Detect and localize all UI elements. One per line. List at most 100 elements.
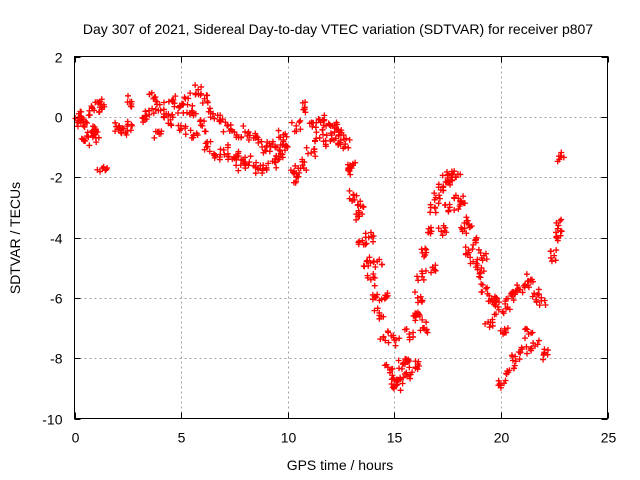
data-point-marker: [245, 137, 252, 144]
data-point-marker: [199, 100, 206, 107]
data-point-marker: [560, 154, 567, 161]
data-point-marker: [197, 122, 204, 129]
data-point-marker: [415, 299, 422, 306]
data-point-marker: [322, 137, 329, 144]
data-point-marker: [349, 196, 356, 203]
data-point-marker: [493, 311, 500, 318]
data-point-marker: [295, 173, 302, 180]
data-point-marker: [468, 223, 475, 230]
data-point-marker: [156, 130, 163, 137]
data-point-marker: [432, 267, 439, 274]
data-point-marker: [511, 362, 518, 369]
data-point-marker: [143, 116, 150, 123]
data-point-marker: [217, 117, 224, 124]
data-point-marker: [524, 350, 531, 357]
data-point-marker: [352, 159, 359, 166]
data-point-marker: [309, 123, 316, 130]
data-point-marker: [235, 150, 242, 157]
data-point-marker: [410, 329, 417, 336]
data-point-marker: [221, 151, 228, 158]
data-point-marker: [315, 116, 322, 123]
data-point-marker: [396, 335, 403, 342]
data-point-marker: [513, 287, 520, 294]
data-point-marker: [517, 349, 524, 356]
data-point-marker: [407, 371, 414, 378]
data-point-marker: [489, 316, 496, 323]
data-point-marker: [460, 193, 467, 200]
data-point-marker: [353, 211, 360, 218]
data-point-marker: [320, 117, 327, 124]
data-point-marker: [478, 264, 485, 271]
data-point-marker: [246, 159, 253, 166]
data-point-marker: [78, 108, 85, 115]
data-point-marker: [293, 122, 300, 129]
data-point-marker: [419, 270, 426, 277]
data-point-marker: [541, 346, 548, 353]
data-point-marker: [399, 361, 406, 368]
data-point-marker: [168, 97, 175, 104]
data-point-marker: [553, 219, 560, 226]
data-point-marker: [423, 326, 430, 333]
data-point-marker: [462, 244, 469, 251]
data-point-marker: [128, 103, 135, 110]
data-point-marker: [414, 273, 421, 280]
data-point-marker: [472, 236, 479, 243]
data-point-marker: [263, 166, 270, 173]
data-point-marker: [522, 335, 529, 342]
data-point-marker: [422, 245, 429, 252]
data-point-marker: [182, 131, 189, 138]
data-point-marker: [535, 286, 542, 293]
data-point-marker: [355, 207, 362, 214]
data-point-marker: [335, 132, 342, 139]
data-point-marker: [88, 103, 95, 110]
data-point-marker: [331, 137, 338, 144]
data-point-marker: [275, 127, 282, 134]
data-point-marker: [297, 117, 304, 124]
data-point-marker: [302, 99, 309, 106]
x-tick-label: 15: [387, 430, 403, 446]
data-point-marker: [370, 258, 377, 265]
data-point-marker: [258, 138, 265, 145]
data-point-marker: [439, 232, 446, 239]
data-point-marker: [548, 258, 555, 265]
data-point-marker: [123, 131, 130, 138]
data-point-marker: [290, 179, 297, 186]
data-point-marker: [321, 112, 328, 119]
data-point-marker: [346, 136, 353, 143]
chart-title: Day 307 of 2021, Sidereal Day-to-day VTE…: [83, 21, 593, 37]
data-point-marker: [467, 254, 474, 261]
data-point-marker: [440, 222, 447, 229]
data-point-marker: [319, 116, 326, 123]
data-point-marker: [189, 102, 196, 109]
data-point-marker: [489, 322, 496, 329]
data-point-marker: [477, 249, 484, 256]
data-point-marker: [497, 327, 504, 334]
data-point-marker: [393, 336, 400, 343]
data-point-marker: [474, 256, 481, 263]
data-point-marker: [112, 119, 119, 126]
data-point-marker: [235, 167, 242, 174]
data-point-marker: [496, 380, 503, 387]
x-tick-label: 10: [281, 430, 297, 446]
data-point-marker: [364, 274, 371, 281]
data-point-marker: [398, 365, 405, 372]
data-point-marker: [82, 119, 89, 126]
data-point-marker: [422, 252, 429, 259]
data-point-marker: [461, 200, 468, 207]
data-point-marker: [356, 213, 363, 220]
data-point-marker: [470, 241, 477, 248]
data-point-marker: [100, 101, 107, 108]
data-point-marker: [385, 339, 392, 346]
data-point-marker: [493, 295, 500, 302]
data-point-marker: [457, 171, 464, 178]
data-point-marker: [371, 307, 378, 314]
data-point-marker: [436, 192, 443, 199]
data-point-marker: [441, 202, 448, 209]
data-point-marker: [125, 92, 132, 99]
data-point-marker: [447, 181, 454, 188]
data-point-marker: [165, 120, 172, 127]
data-point-marker: [331, 122, 338, 129]
data-point-marker: [395, 357, 402, 364]
data-point-marker: [254, 134, 261, 141]
data-point-marker: [402, 326, 409, 333]
